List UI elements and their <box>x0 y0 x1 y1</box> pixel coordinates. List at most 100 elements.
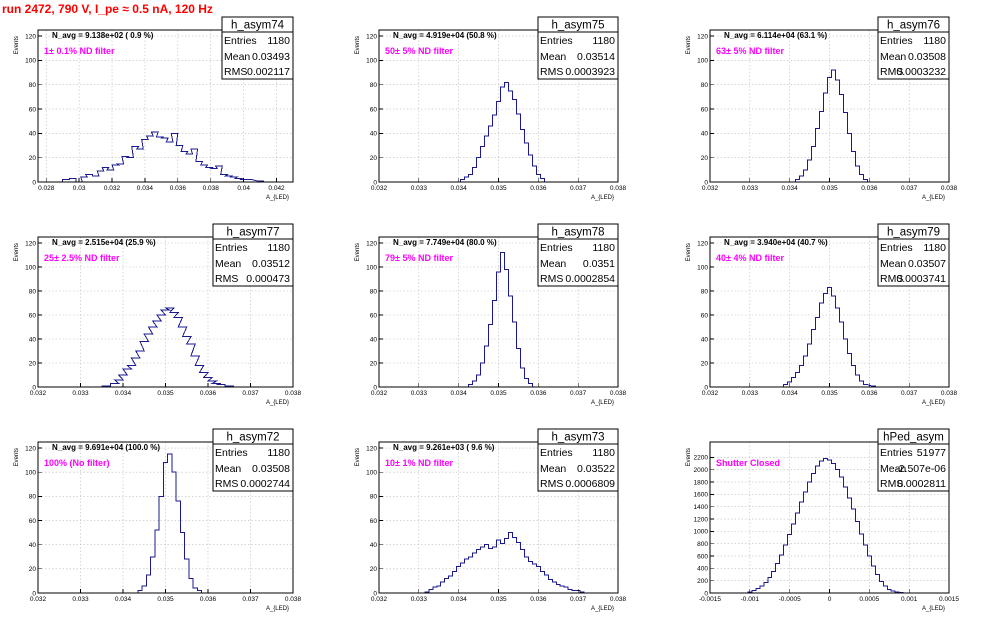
x-tick-label: 0.035 <box>821 390 838 397</box>
x-tick-label: 0.042 <box>268 185 285 192</box>
histogram-bin <box>820 303 824 387</box>
histogram-bin <box>159 496 163 593</box>
histogram-bin <box>540 571 544 593</box>
histogram-bin <box>828 460 832 593</box>
histogram-bin <box>461 563 465 593</box>
x-tick-label: 0.034 <box>782 185 799 192</box>
histogram-bin <box>142 586 146 593</box>
x-tick-label: 0.035 <box>157 390 174 397</box>
y-axis-title: Events <box>686 448 692 466</box>
x-tick-label: 0.033 <box>742 185 759 192</box>
stats-rms-value: 0.000473 <box>246 273 290 285</box>
histogram-bin <box>851 509 855 593</box>
x-tick-label: 0.037 <box>901 390 918 397</box>
histogram-bin <box>855 522 859 593</box>
y-tick-label: 0 <box>704 384 708 391</box>
stats-title: h_asym79 <box>887 227 940 239</box>
histogram-bin <box>168 454 172 593</box>
stats-entries-label: Entries <box>540 35 573 47</box>
y-tick-label: 20 <box>701 360 709 367</box>
y-tick-label: 100 <box>366 58 377 65</box>
stats-mean-label: Mean <box>880 258 906 270</box>
x-tick-label: 0.038 <box>941 390 958 397</box>
histogram-panel-h_asym72: 0.032 0.033 0.034 0.035 0.036 0.037 0.038 0 20 40… <box>14 428 302 612</box>
x-axis-title: A_{LED} <box>266 606 289 612</box>
histogram-bin <box>843 487 847 593</box>
x-axis-title: A_{LED} <box>922 400 945 406</box>
x-tick-label: 0 <box>828 596 832 603</box>
histogram-outline <box>795 69 868 182</box>
histogram-bin <box>820 461 824 593</box>
x-tick-label: 0.036 <box>200 596 217 603</box>
histogram-outline <box>137 453 203 593</box>
stats-box: h_asym78 Entries 1180 Mean 0.0351 RMS 0.000285… <box>537 223 619 287</box>
stats-box: h_asym75 Entries 1180 Mean 0.03514 RMS 0.00039… <box>537 16 619 80</box>
navg-label: N_avg = 9.261e+03 ( 9.6 %) <box>393 443 495 452</box>
stats-box: h_asym74 Entries 1180 Mean 0.03493 RMS 0.00211… <box>221 16 294 80</box>
histogram-bin <box>863 545 867 593</box>
filter-label: 40± 4% ND filter <box>716 253 784 263</box>
navg-label: N_avg = 2.515e+04 (25.9 %) <box>52 238 156 247</box>
histogram-bin <box>163 463 167 593</box>
histogram-bin <box>473 553 477 593</box>
histogram-bin <box>875 575 879 593</box>
filter-label: 79± 5% ND filter <box>385 253 453 263</box>
histogram-bin <box>477 375 481 387</box>
histogram-bin <box>552 582 556 593</box>
y-tick-label: 80 <box>370 82 378 89</box>
histogram-bin <box>524 557 528 593</box>
y-tick-label: 80 <box>701 288 709 295</box>
x-tick-label: 0.036 <box>200 390 217 397</box>
histogram-bin <box>151 557 155 593</box>
x-tick-label: 0.001 <box>901 596 918 603</box>
histogram-bin <box>146 575 150 593</box>
x-tick-label: 0.032 <box>104 185 121 192</box>
stats-mean-label: Mean <box>215 258 241 270</box>
y-tick-label: 100 <box>25 58 36 65</box>
x-tick-label: 0.033 <box>411 185 428 192</box>
y-axis-title: Events <box>686 36 692 54</box>
y-tick-label: 80 <box>370 288 378 295</box>
filter-label: Shutter Closed <box>716 458 780 468</box>
navg-label: N_avg = 6.114e+04 (63.1 %) <box>724 31 828 40</box>
histogram-bin <box>847 353 851 387</box>
histogram-bin <box>859 534 863 593</box>
histogram-bin <box>556 585 560 593</box>
histogram-bin <box>528 383 532 387</box>
histogram-bin <box>792 377 796 387</box>
histogram-bin <box>804 356 808 387</box>
x-tick-label: 0.037 <box>242 596 259 603</box>
histogram-outline <box>101 307 234 387</box>
y-tick-label: 100 <box>366 470 377 477</box>
y-tick-label: 0 <box>373 179 377 186</box>
x-tick-label: 0.036 <box>530 390 547 397</box>
y-tick-label: 0 <box>32 384 36 391</box>
stats-mean-label: Mean <box>215 463 241 475</box>
x-tick-label: 0.034 <box>137 185 154 192</box>
histogram-bin <box>768 578 772 593</box>
stats-rms-label: RMS <box>224 66 247 78</box>
histogram-bin <box>808 482 812 593</box>
histogram-bin <box>172 472 176 593</box>
x-axis-title: A_{LED} <box>266 195 289 201</box>
histogram-bin <box>512 99 516 182</box>
filter-label: 63± 5% ND filter <box>716 46 784 56</box>
stats-entries-value: 1180 <box>923 35 946 47</box>
histogram-bin <box>855 375 859 387</box>
stats-entries-value: 51977 <box>917 447 946 459</box>
stats-entries-label: Entries <box>880 35 913 47</box>
x-tick-label: 0.035 <box>490 390 507 397</box>
y-tick-label: 100 <box>697 58 708 65</box>
x-tick-label: 0.032 <box>702 390 719 397</box>
x-tick-label: 0.035 <box>490 596 507 603</box>
y-tick-label: 20 <box>29 360 37 367</box>
y-axis-title: Events <box>355 448 361 466</box>
y-tick-label: 20 <box>29 155 37 162</box>
x-tick-label: 0.0015 <box>939 596 959 603</box>
stats-rms-value: 0.0003232 <box>896 66 946 78</box>
histogram-outline <box>424 532 585 593</box>
x-axis-title: A_{LED} <box>266 400 289 406</box>
stats-rms-label: RMS <box>540 273 563 285</box>
histogram-bin <box>504 82 508 182</box>
